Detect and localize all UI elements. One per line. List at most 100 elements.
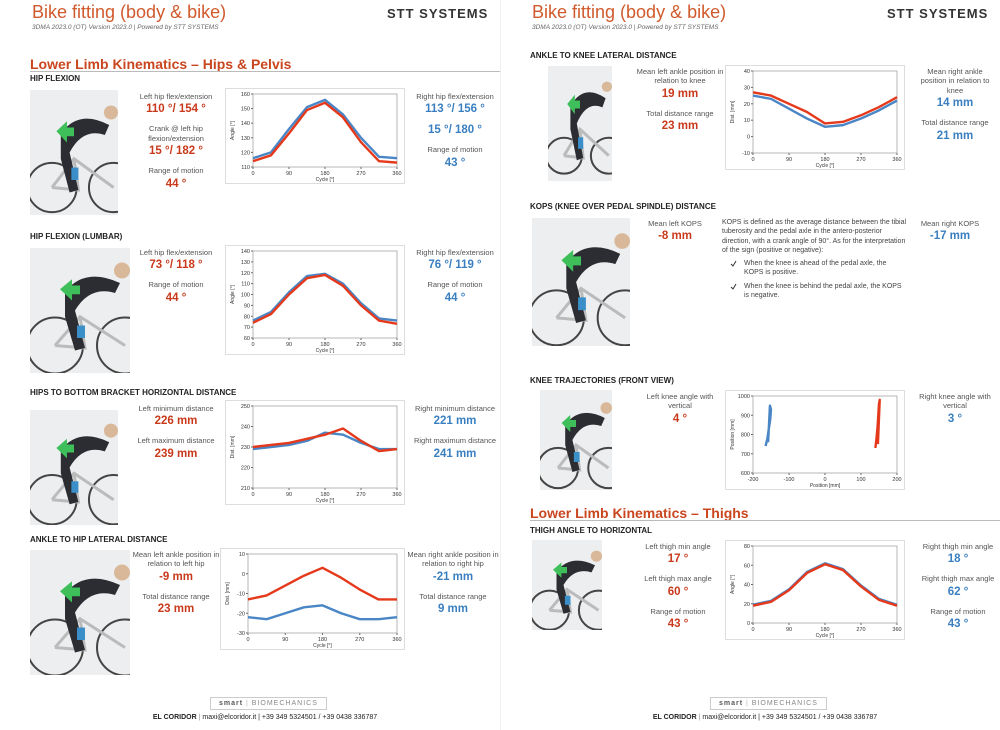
plot-area xyxy=(752,395,898,474)
x-tick-label: 360 xyxy=(892,627,901,633)
head xyxy=(103,423,118,438)
block-title: THIGH ANGLE TO HORIZONTAL xyxy=(530,526,653,535)
stats-column: Right hip flex/extension 113 °/ 156 ° 15 °… xyxy=(409,92,501,178)
report-subtitle: 3DMA 2023.0 (OT) Version 2023.0 | Powere… xyxy=(532,24,719,31)
y-axis-label: Dist. [mm] xyxy=(730,100,736,123)
chart: 110 120 130 140 150 160 0 90 180 270 360 Cycle [°] A… xyxy=(225,88,405,184)
arrow xyxy=(56,438,74,459)
stat-label: Range of motion xyxy=(427,145,483,155)
y-tick-label: 220 xyxy=(241,466,250,472)
stat-value: 18 ° xyxy=(947,553,969,566)
stat-value: 241 mm xyxy=(433,447,477,460)
company: EL CORIDOR xyxy=(152,714,197,721)
stat-label: Right hip flex/extension xyxy=(416,248,494,257)
stats-column: Mean left KOPS -8 mm xyxy=(639,219,711,251)
photo xyxy=(30,90,118,215)
plot-area xyxy=(252,93,398,168)
arrow xyxy=(561,250,581,272)
report-title: Bike fitting (body & bike) xyxy=(532,2,727,22)
photo-bg xyxy=(30,550,130,675)
logo-text: BIOMECHANICS xyxy=(751,700,818,707)
stat-value: 43 ° xyxy=(667,618,689,631)
head xyxy=(590,550,602,562)
logo-text: smart xyxy=(719,700,744,707)
y-axis-label: Angle [°] xyxy=(230,120,236,140)
y-tick-label: 40 xyxy=(744,69,750,75)
y-tick-label: 110 xyxy=(241,165,250,171)
stat-label: Range of motion xyxy=(427,280,483,290)
block-title: HIP FLEXION xyxy=(30,74,81,83)
arrow xyxy=(553,562,567,578)
sock xyxy=(578,137,584,149)
stat-value: 221 mm xyxy=(433,415,477,428)
x-tick-label: 100 xyxy=(856,477,865,483)
head xyxy=(600,402,612,414)
arrow xyxy=(561,415,576,432)
wheel xyxy=(577,589,602,630)
stats-column: Mean right ankle position in relation to… xyxy=(407,550,499,624)
section-heading: Lower Limb Kinematics – Thighs xyxy=(530,505,749,521)
logo-separator: | xyxy=(743,700,752,707)
wheel xyxy=(589,136,612,175)
stat-label: Right hip flex/extension xyxy=(416,92,494,101)
stat-label: Total distance range xyxy=(419,591,487,601)
sock xyxy=(77,627,85,640)
stat-value: 9 mm xyxy=(437,603,469,616)
footer-contact: EL CORIDOR | maxi@elcoridor.it | +39 349… xyxy=(100,714,430,721)
y-axis-label: Angle [°] xyxy=(230,284,236,304)
y-tick-label: 160 xyxy=(241,92,250,98)
y-tick-label: 100 xyxy=(241,293,250,299)
stat-value: 14 mm xyxy=(936,97,974,110)
photo xyxy=(30,410,118,525)
block-title: ANKLE TO HIP LATERAL DISTANCE xyxy=(30,535,168,544)
y-tick-label: 800 xyxy=(741,433,750,439)
y-tick-label: 60 xyxy=(744,563,750,569)
stat-label: Mean right ankle position in relation to… xyxy=(920,67,990,95)
x-tick-label: 180 xyxy=(320,342,329,348)
y-axis-label: Dist. [mm] xyxy=(225,582,231,605)
y-tick-label: 0 xyxy=(747,135,750,141)
plot-area xyxy=(752,545,898,624)
y-tick-label: 70 xyxy=(244,325,250,331)
stat-value: 43 ° xyxy=(947,618,969,631)
section-rule xyxy=(30,71,500,72)
stat-label: Left hip flex/extension xyxy=(139,248,213,257)
wheel xyxy=(87,474,118,525)
stat-label: Range of motion xyxy=(148,166,204,176)
section-heading: Lower Limb Kinematics – Hips & Pelvis xyxy=(30,56,292,72)
stats-column: Mean left ankle position in relation to … xyxy=(132,550,220,624)
sock xyxy=(71,167,79,180)
stat-label: Mean left ankle position in relation to … xyxy=(636,67,724,86)
stat-label: Left knee angle with vertical xyxy=(646,392,714,411)
x-tick-label: 0 xyxy=(251,492,254,498)
sock xyxy=(71,481,79,493)
chart: 600 700 800 900 1000 -200 -100 0 100 200 Position … xyxy=(725,390,905,490)
stat-value: 239 mm xyxy=(154,447,198,460)
photo xyxy=(532,218,630,346)
x-tick-label: 270 xyxy=(356,171,365,177)
stat-value: 73 °/ 118 ° xyxy=(149,259,203,272)
stat-value: 3 ° xyxy=(947,412,963,425)
x-tick-label: 0 xyxy=(823,477,826,483)
x-tick-label: 0 xyxy=(251,342,254,348)
stat-value: 44 ° xyxy=(165,177,187,190)
x-axis-label: Cycle [°] xyxy=(816,633,835,639)
stat-value: 17 ° xyxy=(667,553,689,566)
head xyxy=(103,105,118,120)
logo-text: smart xyxy=(219,700,244,707)
photo-bg xyxy=(30,410,118,525)
stat-label: Total distance range xyxy=(142,591,210,601)
stats-column: Left hip flex/extension 110 °/ 154 ° Crank… xyxy=(134,92,218,199)
photo xyxy=(30,248,130,373)
block-title: ANKLE TO KNEE LATERAL DISTANCE xyxy=(530,51,677,60)
y-tick-label: -10 xyxy=(237,592,245,598)
stats-column: Left minimum distance 226 mm Left maximum … xyxy=(134,404,218,469)
logo-separator: | xyxy=(243,700,252,707)
stat-label: Left hip flex/extension xyxy=(139,92,213,101)
x-tick-label: 90 xyxy=(286,342,292,348)
block-title: HIPS TO BOTTOM BRACKET HORIZONTAL DISTAN… xyxy=(30,388,237,397)
x-tick-label: 0 xyxy=(246,637,249,643)
y-tick-label: 10 xyxy=(239,552,245,558)
y-tick-label: 130 xyxy=(241,260,250,266)
